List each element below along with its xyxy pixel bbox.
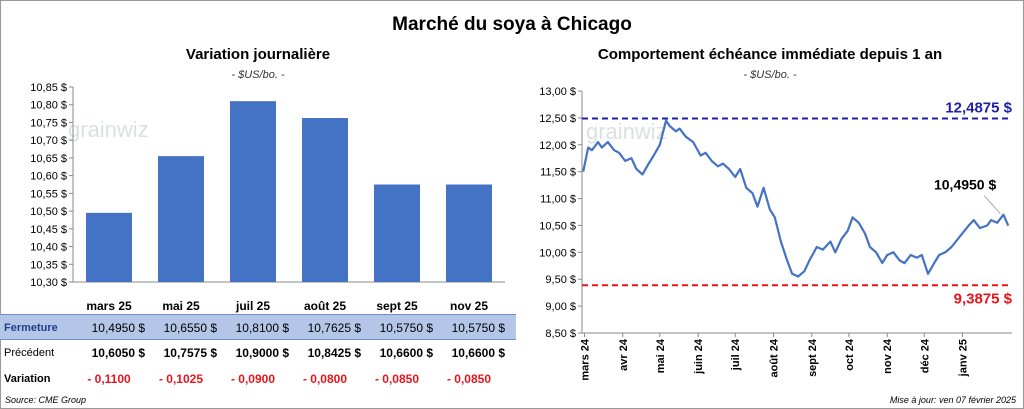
y-tick-label: 10,85 $: [30, 82, 67, 94]
y-tick-label: 11,00 $: [540, 194, 576, 206]
x-tick-label: janv 25: [958, 339, 970, 377]
price-series-line: [582, 119, 1010, 278]
table-cell: 10,8100 $: [235, 321, 289, 335]
y-tick-label: 10,60 $: [30, 171, 67, 183]
y-tick-label: 12,50 $: [539, 113, 576, 125]
table-cell: - 0,1100: [87, 372, 131, 386]
bar: [86, 212, 132, 282]
bar: [158, 156, 204, 282]
table-cell: 10,9000 $: [235, 346, 289, 360]
source-note: Source: CME Group: [5, 395, 87, 405]
x-tick-label: nov 24: [882, 338, 894, 374]
annotation-leader: [983, 195, 1001, 215]
bar: [230, 101, 276, 282]
x-tick-label: mars 24: [579, 338, 591, 380]
low-reference-label: 9,3875 $: [954, 290, 1013, 307]
row-label: Fermeture: [4, 322, 58, 334]
y-tick-label: 10,65 $: [30, 153, 67, 165]
bar-chart-title: Variation journalière: [185, 46, 331, 63]
table-cell: - 0,0850: [374, 372, 420, 386]
x-tick-label: sept 25: [376, 299, 418, 313]
x-tick-label: août 24: [769, 338, 781, 377]
x-tick-label: mars 25: [86, 299, 132, 313]
bar: [374, 184, 420, 282]
row-label: Précédent: [4, 347, 55, 359]
last-price-label: 10,4950 $: [934, 177, 996, 193]
table-row: Variation - 0,1100 - 0,1025 - 0,0900 - 0,080…: [0, 366, 516, 392]
y-tick-label: 10,75 $: [30, 117, 67, 129]
x-tick-label: mai 25: [162, 299, 200, 313]
x-tick-label: juil 25: [235, 299, 270, 313]
table-cell: 10,6550 $: [163, 321, 217, 335]
table-cell: 10,6600 $: [451, 346, 505, 360]
updated-note: Mise à jour: ven 07 février 2025: [889, 395, 1016, 405]
table-cell: 10,8425 $: [307, 346, 361, 360]
y-tick-label: 12,00 $: [539, 140, 576, 152]
x-tick-label: juin 24: [693, 338, 705, 375]
y-tick-label: 10,50 $: [30, 206, 67, 218]
row-label: Variation: [4, 373, 51, 385]
x-tick-label: sept 24: [807, 338, 819, 377]
y-tick-label: 13,00 $: [539, 86, 576, 98]
bar: [446, 184, 492, 282]
x-tick-label: août 25: [304, 299, 346, 313]
y-tick-label: 10,45 $: [30, 224, 67, 236]
line-chart: 8,50 $ 9,00 $ 9,50 $ 10,00 $ 10,50 $ 11,00 $ 1…: [539, 86, 1013, 381]
bar-chart: 10,30 $ 10,35 $ 10,40 $ 10,45 $ 10,50 $ 10,55…: [30, 82, 505, 313]
x-tick-label: déc 24: [919, 338, 931, 373]
table-cell: - 0,0850: [446, 372, 492, 386]
table-cell: 10,4950 $: [91, 321, 145, 335]
svg-text:grainwiz: grainwiz: [586, 119, 667, 144]
grainwiz-logo: grainwiz: [68, 117, 149, 142]
y-tick-label: 10,70 $: [30, 135, 67, 147]
x-tick-label: oct 24: [844, 338, 856, 371]
y-tick-label: 10,40 $: [30, 242, 67, 254]
table-cell: 10,7575 $: [163, 346, 217, 360]
y-tick-label: 10,30 $: [30, 277, 67, 289]
table-row: Fermeture 10,4950 $ 10,6550 $ 10,8100 $ 10,7…: [0, 314, 516, 340]
table-cell: 10,5750 $: [451, 321, 505, 335]
x-tick-label: nov 25: [450, 299, 488, 313]
table-cell: 10,5750 $: [379, 321, 433, 335]
y-tick-label: 11,50 $: [540, 167, 576, 179]
grainwiz-logo: grainwiz: [586, 119, 667, 144]
y-tick-label: 10,55 $: [30, 188, 67, 200]
y-tick-label: 10,00 $: [539, 247, 576, 259]
table-cell: - 0,1025: [158, 372, 204, 386]
x-tick-label: juil 24: [730, 338, 742, 371]
x-tick-label: mai 24: [655, 338, 667, 373]
table-cell: 10,6050 $: [91, 346, 145, 360]
table-row: Précédent 10,6050 $ 10,7575 $ 10,9000 $ 10,8…: [0, 340, 516, 366]
table-cell: 10,6600 $: [379, 346, 433, 360]
table-cell: - 0,0800: [302, 372, 348, 386]
y-tick-label: 10,35 $: [30, 259, 67, 271]
bar-chart-unit: - $US/bo. -: [231, 69, 285, 81]
high-reference-label: 12,4875 $: [945, 100, 1012, 117]
y-tick-label: 8,50 $: [545, 328, 576, 340]
y-tick-label: 10,80 $: [30, 100, 67, 112]
table-cell: 10,7625 $: [307, 321, 361, 335]
y-tick-label: 9,00 $: [545, 301, 576, 313]
table-cell: - 0,0900: [230, 372, 276, 386]
y-tick-label: 10,50 $: [539, 220, 576, 232]
x-tick-label: avr 24: [618, 338, 630, 371]
line-chart-title: Comportement échéance immédiate depuis 1…: [597, 46, 943, 63]
y-tick-label: 9,50 $: [545, 274, 576, 286]
page-title: Marché du soya à Chicago: [392, 14, 632, 35]
line-chart-unit: - $US/bo. -: [743, 69, 797, 81]
bar: [302, 118, 348, 282]
svg-text:grainwiz: grainwiz: [68, 117, 149, 142]
